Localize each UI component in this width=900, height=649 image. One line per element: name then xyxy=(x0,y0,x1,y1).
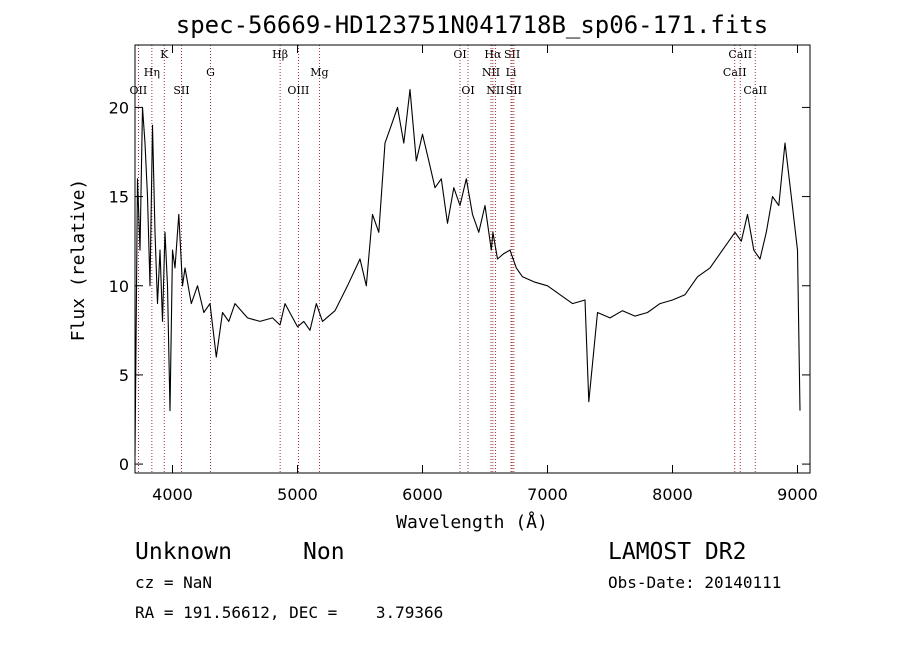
y-tick-label-2: 10 xyxy=(109,277,129,296)
object-class: Unknown xyxy=(135,539,232,565)
object-subclass: Non xyxy=(303,539,345,565)
line-label-18: CaII xyxy=(743,84,767,97)
x-axis: 4000 5000 6000 7000 8000 9000 xyxy=(152,45,818,504)
y-tick-label-1: 5 xyxy=(119,366,129,385)
line-label-10: NII xyxy=(482,66,500,79)
line-label-0: OII xyxy=(130,84,148,97)
x-tick-label-4: 8000 xyxy=(652,485,693,504)
line-label-7: Mg xyxy=(310,66,328,79)
line-label-13: SII xyxy=(504,48,520,61)
y-tick-label-3: 15 xyxy=(109,188,129,207)
y-axis: 0 5 10 15 20 xyxy=(109,98,810,474)
coordinates: RA = 191.56612, DEC = 3.79366 xyxy=(135,603,444,622)
x-tick-label-3: 7000 xyxy=(527,485,568,504)
series-layer xyxy=(134,89,801,456)
spectral-line-markers: OIIHηKSIIGHβOIIIMgOIOINIIHαNIISIILiSIICa… xyxy=(130,45,767,473)
line-label-12: NII xyxy=(486,84,504,97)
line-label-14: Li xyxy=(506,66,517,79)
y-axis-label: Flux (relative) xyxy=(68,179,89,342)
series-line-0 xyxy=(134,89,801,456)
plot-frame xyxy=(134,44,811,474)
line-label-1: Hη xyxy=(144,66,160,79)
y-tick-label-4: 20 xyxy=(109,98,129,117)
line-label-9: OI xyxy=(461,84,474,97)
x-tick-label-1: 5000 xyxy=(277,485,318,504)
x-tick-label-2: 6000 xyxy=(402,485,443,504)
line-label-2: K xyxy=(160,48,169,61)
y-tick-label-0: 0 xyxy=(119,455,129,474)
line-label-15: SII xyxy=(506,84,522,97)
line-label-11: Hα xyxy=(484,48,502,61)
redshift-value: cz = NaN xyxy=(135,573,213,592)
line-label-4: G xyxy=(206,66,215,79)
line-label-17: CaII xyxy=(728,48,752,61)
line-label-3: SII xyxy=(173,84,189,97)
chart-title: spec-56669-HD123751N041718B_sp06-171.fit… xyxy=(176,11,768,39)
line-label-16: CaII xyxy=(723,66,747,79)
line-label-5: Hβ xyxy=(272,48,288,61)
x-tick-label-5: 9000 xyxy=(777,485,818,504)
x-tick-label-0: 4000 xyxy=(152,485,193,504)
survey-name: LAMOST DR2 xyxy=(608,539,747,565)
line-label-6: OIII xyxy=(287,84,309,97)
line-label-8: OI xyxy=(453,48,466,61)
x-axis-label: Wavelength (Å) xyxy=(396,511,548,533)
observation-date: Obs-Date: 20140111 xyxy=(608,573,782,592)
